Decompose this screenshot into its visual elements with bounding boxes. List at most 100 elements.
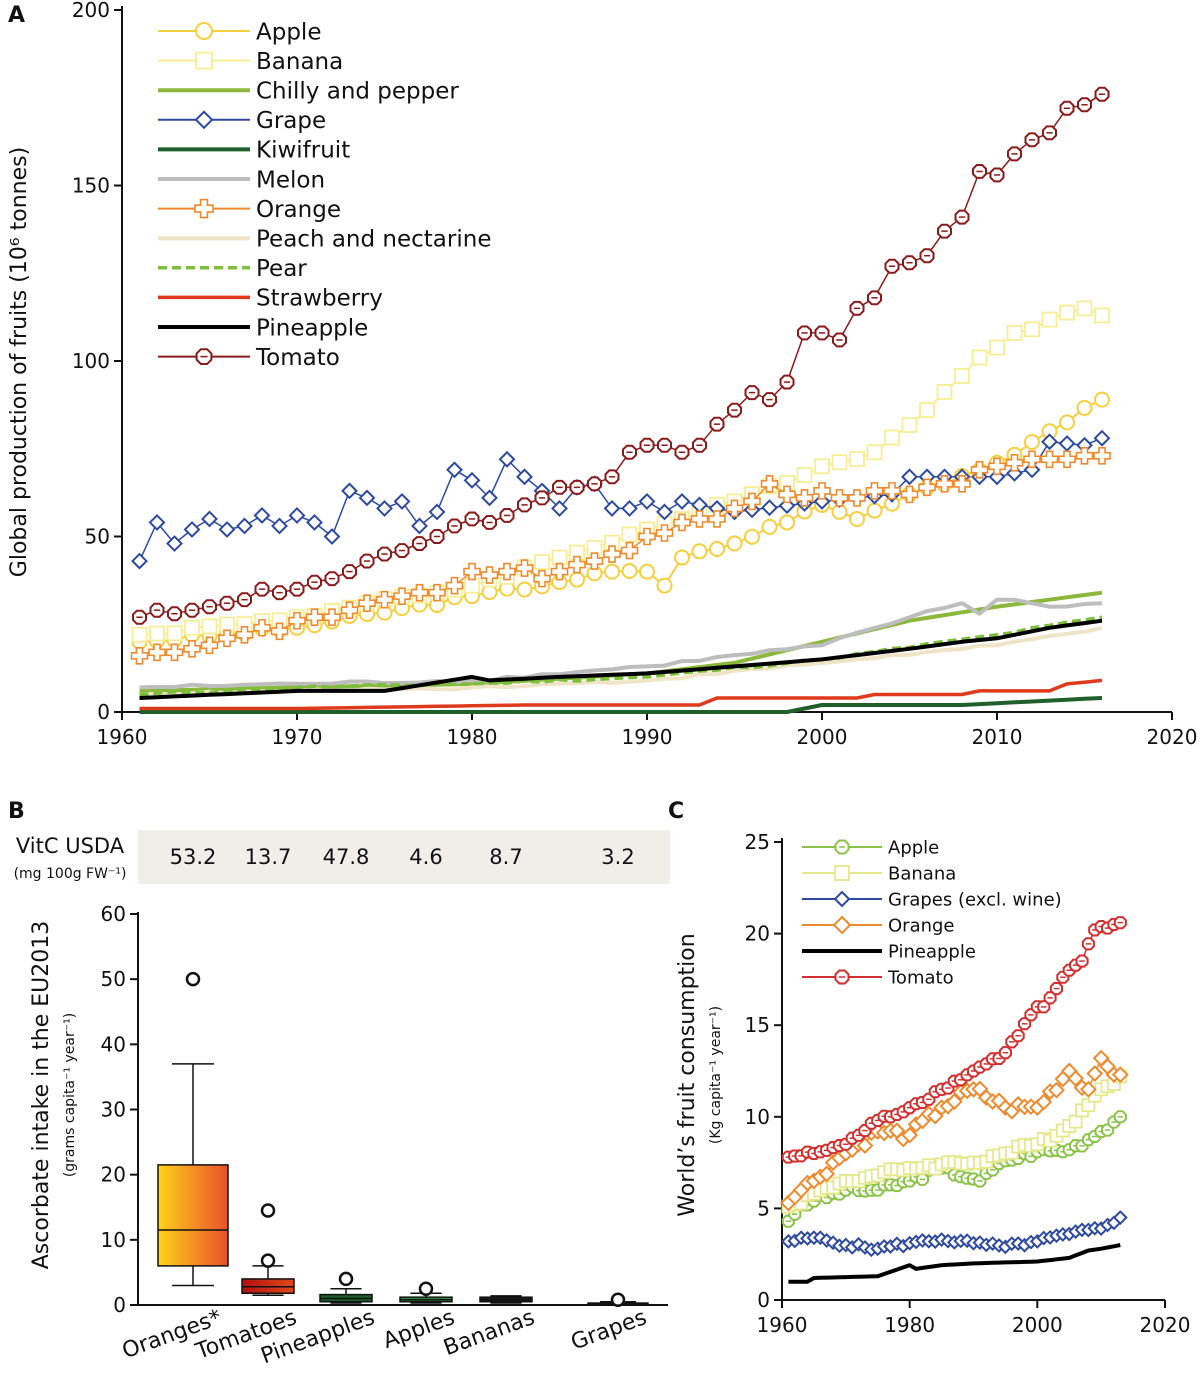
panel-a-x-tick-label: 2020 [1147, 725, 1198, 749]
panel-c-y-tick-label: 15 [745, 1013, 770, 1037]
panel-c-y-axis-unit: (Kg capita⁻¹ year⁻¹) [708, 1006, 724, 1144]
panel-a-point-grape [481, 489, 498, 507]
panel-a-point-grape [201, 510, 218, 528]
panel-a-point-grape [183, 521, 201, 538]
panel-a-point-banana [184, 619, 200, 636]
panel-a-point-grape [236, 517, 253, 535]
panel-c-point-orange [901, 1126, 919, 1144]
panel-a-legend-label: Grape [256, 108, 326, 134]
panel-a-point-orange [253, 618, 271, 637]
panel-a-point-grape [551, 500, 568, 517]
panel-a-point-apple [691, 543, 708, 560]
panel-a-point-grape [166, 535, 183, 552]
panel-a-point-banana [1041, 311, 1058, 328]
panel-a-legend-item-pineapple: Pineapple [158, 315, 368, 341]
panel-a-point-orange [830, 489, 849, 507]
panel-c-x-tick-label: 1980 [884, 1313, 935, 1337]
panel-a-point-orange [498, 562, 516, 581]
vitc-value-apples: 4.6 [409, 845, 442, 869]
panel-a-point-orange [585, 552, 604, 570]
panel-a-x-tick-label: 2000 [797, 725, 848, 749]
panel-c-point-orange [1079, 1080, 1097, 1098]
panel-a-point-orange [690, 510, 709, 528]
panel-a-point-banana [989, 339, 1005, 356]
panel-a-legend-item-peach-and-nectarine: Peach and nectarine [158, 226, 491, 252]
panel-a-point-banana [534, 554, 550, 570]
panel-a-point-grape [411, 517, 428, 535]
panel-a-x-tick-label: 1960 [97, 725, 148, 749]
panel-a-legend-label: Pear [256, 256, 307, 282]
panel-c-series-pineapple [788, 1243, 1121, 1284]
panel-a-point-grape [673, 492, 691, 510]
panel-a-legend-item-chilly-and-pepper: Chilly and pepper [158, 78, 459, 104]
panel-a-point-orange [918, 478, 936, 497]
panel-a-point-orange [813, 482, 831, 500]
vitc-value-tomatoes: 13.7 [245, 845, 292, 869]
panel-c-series-orange [779, 1049, 1129, 1212]
panel-label-a: A [8, 3, 25, 28]
vitc-value-oranges: 53.2 [170, 845, 217, 869]
panel-a-point-grape [1093, 429, 1111, 447]
panel-a-point-grape [131, 552, 148, 570]
panel-c-legend-label: Apple [888, 837, 939, 858]
panel-a-point-orange [568, 555, 586, 574]
panel-c-legend-label: Orange [888, 915, 955, 936]
panel-a-point-orange [743, 492, 761, 511]
panel-b-outlier [185, 971, 201, 987]
panel-a-point-orange [953, 475, 971, 493]
panel-a-point-banana [1024, 321, 1040, 338]
panel-a-point-orange [550, 562, 569, 581]
panel-c-y-axis-label: World’s fruit consumption [675, 933, 700, 1216]
vitc-value-bananas: 8.7 [489, 845, 522, 869]
panel-a-legend-label: Kiwifruit [256, 138, 350, 164]
panel-a-point-grape [621, 500, 638, 517]
panel-a-line-melon [139, 597, 1103, 690]
panel-label-b: B [8, 799, 25, 824]
panel-c-x-tick-label: 1960 [757, 1313, 808, 1337]
panel-a-legend: Apple Banana Chilly and pepper Grape Kiwifru… [158, 19, 491, 371]
panel-c-legend-item-tomato: Tomato [802, 967, 954, 988]
panel-label-c: C [668, 799, 684, 824]
panel-c-line-pineapple [788, 1243, 1121, 1284]
panel-a-point-orange [988, 457, 1006, 476]
panel-a-point-banana [884, 429, 900, 446]
panel-a-point-apple [849, 510, 865, 527]
panel-b-box-grapes: Grapes [568, 1292, 650, 1356]
panel-a-y-tick-label: 50 [85, 525, 110, 549]
panel-a-point-orange [708, 510, 726, 528]
panel-a-legend-item-melon: Melon [158, 167, 325, 193]
panel-a-point-orange [200, 636, 219, 655]
panel-a-point-orange [620, 541, 639, 560]
panel-a-point-orange [183, 640, 201, 658]
panel-a-point-banana [201, 618, 218, 635]
panel-b-outlier [418, 1281, 434, 1296]
panel-a-point-apple [569, 571, 585, 588]
panel-a-point-grape [306, 514, 323, 531]
panel-a-point-orange [358, 594, 376, 612]
panel-a-point-grape [253, 507, 271, 524]
panel-a-point-banana [971, 349, 988, 366]
panel-a-legend-label: Tomato [255, 345, 340, 371]
panel-a-line-pear [139, 615, 1103, 697]
panel-c-legend-item-grapes-excl-wine: Grapes (excl. wine) [802, 889, 1062, 910]
panel-a-point-apple [621, 562, 638, 579]
panel-a-point-orange [603, 545, 621, 563]
panel-a-point-orange [375, 590, 394, 609]
panel-a-point-orange [795, 489, 814, 507]
panel-a-point-orange [638, 527, 656, 546]
panel-a-legend-item-apple: Apple [158, 19, 321, 45]
panel-a-point-grape [218, 521, 236, 538]
panel-a-point-orange [1093, 446, 1111, 465]
panel-a-point-banana [796, 467, 813, 483]
panel-a-legend-label: Pineapple [256, 315, 368, 341]
panel-a-point-grape [446, 461, 463, 479]
panel-a-point-banana [621, 526, 638, 543]
panel-a-point-banana [464, 577, 480, 594]
vitc-band [138, 830, 670, 884]
panel-a-legend-marker [195, 22, 213, 40]
panel-a-point-grape [341, 482, 358, 500]
panel-a-y-tick-label: 200 [72, 0, 110, 22]
panel-c-series [779, 916, 1129, 1284]
panel-a-point-grape [1058, 435, 1076, 452]
